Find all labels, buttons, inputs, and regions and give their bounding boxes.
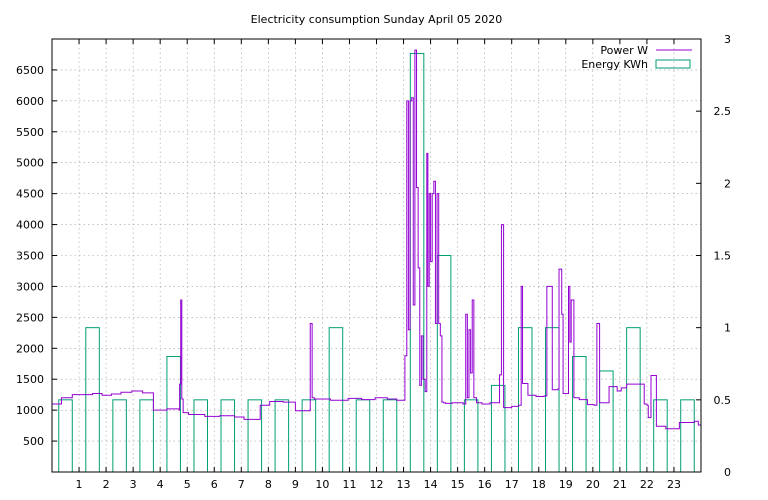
left-y-tick-label: 3000: [16, 280, 44, 293]
x-tick-label: 21: [613, 478, 627, 491]
left-y-tick-label: 6000: [16, 95, 44, 108]
right-y-tick-label: 1: [724, 322, 731, 335]
x-tick-label: 17: [505, 478, 519, 491]
chart-title: Electricity consumption Sunday April 05 …: [251, 13, 503, 26]
power-series-line: [52, 49, 701, 430]
energy-bar: [517, 327, 533, 473]
right-y-tick-label: 2: [724, 177, 731, 190]
energy-bar: [463, 399, 479, 473]
x-tick-label: 1: [76, 478, 83, 491]
left-y-tick-label: 1000: [16, 404, 44, 417]
left-y-tick-label: 5500: [16, 126, 44, 139]
legend-label-power: Power W: [600, 44, 648, 57]
x-tick-label: 7: [238, 478, 245, 491]
x-tick-label: 10: [315, 478, 329, 491]
energy-bar: [220, 399, 236, 473]
x-tick-label: 6: [211, 478, 218, 491]
x-tick-label: 11: [342, 478, 356, 491]
x-tick-label: 9: [292, 478, 299, 491]
energy-bar: [626, 327, 641, 473]
x-tick-label: 3: [130, 478, 137, 491]
left-y-tick-label: 2500: [16, 311, 44, 324]
left-y-tick-label: 4000: [16, 219, 44, 232]
right-y-tick-label: 3: [724, 33, 731, 46]
energy-bar: [409, 52, 425, 473]
energy-bar: [112, 399, 127, 473]
x-tick-label: 12: [370, 478, 384, 491]
right-y-tick-label: 0.5: [714, 394, 732, 407]
x-tick-label: 2: [103, 478, 110, 491]
left-y-tick-label: 5000: [16, 157, 44, 170]
legend-swatch-energy: [655, 59, 691, 69]
left-y-axis-ticks: 500 1000 1500 2000 2500 3000 3500 4000 4500 5000 5…: [16, 64, 57, 448]
legend: Power W Energy KWh: [581, 44, 692, 71]
energy-bar: [355, 399, 371, 473]
x-axis-ticks: 1 2 3 4 5 6 7 8 9 10 11 12 13 14 15 16 17 18 19 20 21 22 23: [76, 39, 681, 491]
x-tick-label: 23: [667, 478, 681, 491]
x-tick-label: 13: [397, 478, 411, 491]
x-tick-label: 16: [478, 478, 492, 491]
left-y-tick-label: 6500: [16, 64, 44, 77]
left-y-tick-label: 3500: [16, 250, 44, 263]
energy-bar: [139, 399, 154, 473]
right-y-axis-ticks: 0 0.5 1 1.5 2 2.5 3: [696, 33, 731, 479]
x-tick-label: 15: [451, 478, 465, 491]
left-y-tick-label: 4500: [16, 188, 44, 201]
x-tick-label: 14: [424, 478, 438, 491]
energy-bar: [247, 399, 263, 473]
x-tick-label: 8: [265, 478, 272, 491]
legend-label-energy: Energy KWh: [581, 58, 648, 71]
left-y-tick-label: 2000: [16, 342, 44, 355]
energy-bar: [166, 356, 181, 473]
right-y-tick-label: 2.5: [714, 105, 732, 118]
energy-bar: [653, 399, 668, 473]
energy-bar: [58, 399, 73, 473]
energy-bar: [680, 399, 695, 473]
energy-bar: [382, 399, 398, 473]
energy-bar: [599, 370, 614, 473]
energy-bar: [436, 255, 452, 473]
x-tick-label: 18: [532, 478, 546, 491]
right-y-tick-label: 1.5: [714, 250, 732, 263]
energy-bar: [572, 356, 587, 473]
energy-bar: [490, 384, 506, 473]
grid-lines: [52, 39, 701, 472]
left-y-tick-label: 500: [23, 435, 44, 448]
x-tick-label: 4: [157, 478, 164, 491]
energy-bar: [85, 327, 100, 473]
energy-bar: [274, 399, 290, 473]
x-tick-label: 20: [586, 478, 600, 491]
x-tick-label: 5: [184, 478, 191, 491]
x-tick-label: 19: [559, 478, 573, 491]
energy-bar: [193, 399, 208, 473]
right-y-tick-label: 0: [724, 466, 731, 479]
x-tick-label: 22: [640, 478, 654, 491]
left-y-tick-label: 1500: [16, 373, 44, 386]
